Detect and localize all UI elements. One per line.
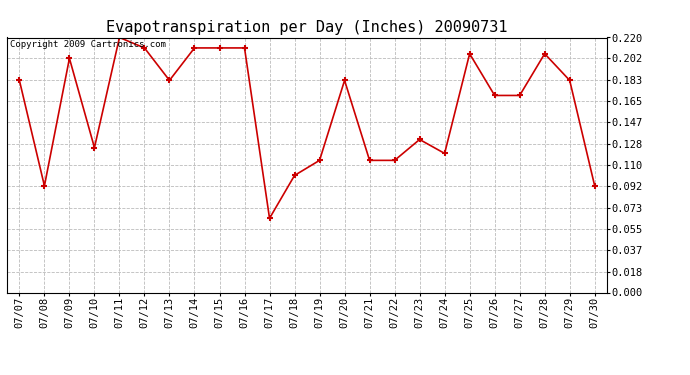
- Title: Evapotranspiration per Day (Inches) 20090731: Evapotranspiration per Day (Inches) 2009…: [106, 20, 508, 35]
- Text: Copyright 2009 Cartronics.com: Copyright 2009 Cartronics.com: [10, 40, 166, 49]
